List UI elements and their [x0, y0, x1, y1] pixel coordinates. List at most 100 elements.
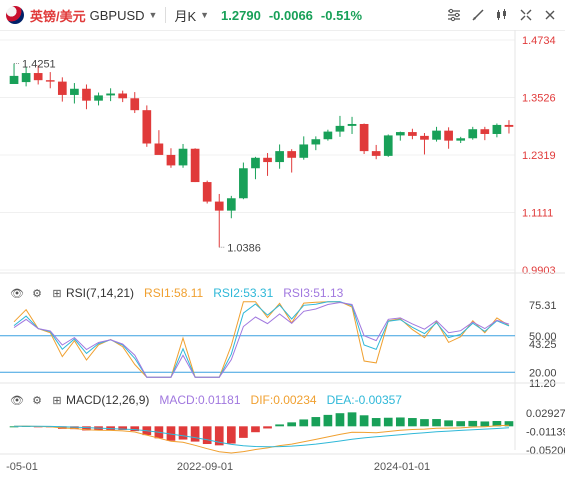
- rsi-label: RSI(7,14,21): [66, 286, 135, 300]
- dea-line: [14, 425, 510, 448]
- x-tick-label: 2022-09-01: [177, 461, 233, 473]
- settings-sliders-icon[interactable]: [445, 6, 463, 24]
- candle-body: [480, 129, 490, 134]
- macd-histogram-bar: [202, 426, 212, 445]
- candlestick-chart[interactable]: 1.4251 1.0386 1.4734 1.3526 1.2319 1.1111 0.9…: [0, 30, 565, 480]
- macd-histogram-bar: [263, 426, 272, 429]
- candle-body: [383, 135, 393, 156]
- candle-body: [178, 148, 188, 166]
- macd-histogram-bar: [239, 426, 248, 438]
- y-tick-label: 1.1111: [522, 207, 553, 219]
- eye-icon[interactable]: 👁: [10, 287, 24, 300]
- chevron-down-icon[interactable]: ▼: [200, 10, 210, 20]
- candle-body: [395, 132, 405, 136]
- rsi-line: [13, 301, 510, 378]
- candle-body: [202, 182, 212, 202]
- candle-body: [492, 124, 502, 134]
- macd-histogram-bar: [311, 417, 321, 427]
- low-annotation: 1.0386: [227, 242, 261, 254]
- macd-histogram-bar: [190, 426, 200, 442]
- expand-icon[interactable]: ⊞: [52, 394, 62, 407]
- macd-histogram-bar: [504, 421, 514, 427]
- candle-body: [251, 157, 260, 169]
- macd-tick-label: 0.02927: [526, 408, 565, 420]
- price-change: -0.0066: [268, 7, 313, 23]
- expand-icon[interactable]: ⊞: [52, 287, 62, 300]
- candle-type-icon[interactable]: [493, 6, 511, 24]
- macd-histogram-bar: [82, 426, 91, 431]
- symbol-code[interactable]: GBPUSD: [89, 7, 145, 23]
- rsi-header: 👁 ⚙ ⊞ RSI(7,14,21) RSI1:58.11 RSI2:53.31…: [0, 283, 343, 303]
- rsi-line: [13, 301, 510, 378]
- y-tick-label: 1.3526: [522, 93, 556, 105]
- macd-histogram-bar: [166, 426, 176, 441]
- rsi-tick-label: 50.00: [529, 331, 557, 343]
- macd-histogram-bar: [468, 420, 478, 427]
- candle-body: [299, 144, 309, 158]
- macd-histogram-bar: [408, 418, 417, 427]
- macd-histogram-bar: [444, 420, 453, 427]
- dea-value: DEA:-0.00357: [326, 393, 402, 407]
- macd-histogram-bar: [335, 413, 345, 427]
- candle-body: [9, 75, 19, 84]
- macd-histogram-bar: [214, 426, 224, 446]
- candle-body: [118, 93, 128, 99]
- candle-body: [33, 73, 43, 81]
- candle-body: [468, 129, 478, 139]
- rsi-tick-label: 75.31: [529, 300, 557, 312]
- chevron-down-icon[interactable]: ▼: [148, 10, 158, 20]
- eye-icon[interactable]: 👁: [10, 394, 24, 407]
- rsi3-value: RSI3:51.13: [283, 286, 344, 300]
- macd-histogram-bar: [9, 426, 19, 428]
- candle-body: [335, 125, 345, 132]
- close-icon[interactable]: [541, 6, 559, 24]
- x-tick-label: 2024-01-01: [374, 461, 430, 473]
- macd-header: 👁 ⚙ ⊞ MACD(12,26,9) MACD:0.01181 DIF:0.0…: [0, 390, 402, 410]
- macd-histogram-bar: [118, 426, 128, 431]
- candle-body: [504, 124, 514, 127]
- candle-body: [45, 80, 55, 82]
- dif-value: DIF:0.00234: [250, 393, 317, 407]
- candle-body: [311, 139, 321, 145]
- dif-line: [13, 424, 510, 454]
- macd-histogram-bar: [287, 422, 297, 427]
- candle-body: [190, 148, 200, 183]
- gear-icon[interactable]: ⚙: [32, 394, 42, 407]
- candle-body: [359, 123, 369, 152]
- candle-body: [70, 88, 79, 95]
- candle-body: [456, 138, 466, 141]
- macd-histogram-bar: [130, 426, 140, 432]
- rsi-line: [13, 301, 510, 378]
- candle-body: [94, 95, 103, 101]
- gear-icon[interactable]: ⚙: [32, 287, 42, 300]
- period-selector[interactable]: 月K: [174, 8, 197, 24]
- macd-histogram-bar: [178, 426, 188, 440]
- symbol-name[interactable]: 英镑/美元: [30, 8, 86, 24]
- candle-body: [57, 81, 67, 95]
- x-tick-label: -05-01: [6, 461, 38, 473]
- candle-body: [444, 130, 453, 141]
- macd-histogram-bar: [323, 414, 333, 427]
- divider: [165, 7, 167, 23]
- candle-body: [82, 88, 91, 101]
- macd-histogram-bar: [420, 419, 429, 427]
- candle-body: [214, 201, 224, 211]
- candle-body: [142, 110, 152, 144]
- macd-histogram-bar: [70, 426, 79, 430]
- symbol-toolbar: 英镑/美元 GBPUSD ▼ 月K ▼ 1.2790 -0.0066 -0.51…: [0, 0, 565, 31]
- drawing-tools-icon[interactable]: [469, 6, 487, 24]
- candle-series: 1.4251 1.0386: [9, 59, 514, 254]
- candle-body: [166, 154, 176, 166]
- candle-body: [432, 130, 441, 140]
- fullscreen-icon[interactable]: [517, 6, 535, 24]
- candle-body: [106, 93, 115, 96]
- candle-body: [287, 151, 297, 158]
- chart-tools: [445, 6, 559, 24]
- macd-histogram-bar: [371, 418, 381, 427]
- candle-body: [130, 98, 140, 111]
- last-price: 1.2790: [221, 7, 261, 23]
- macd-histogram-bar: [251, 426, 260, 433]
- candle-body: [226, 198, 236, 211]
- uk-flag-icon: [6, 6, 24, 24]
- macd-tick-label: -0.05206: [526, 445, 565, 457]
